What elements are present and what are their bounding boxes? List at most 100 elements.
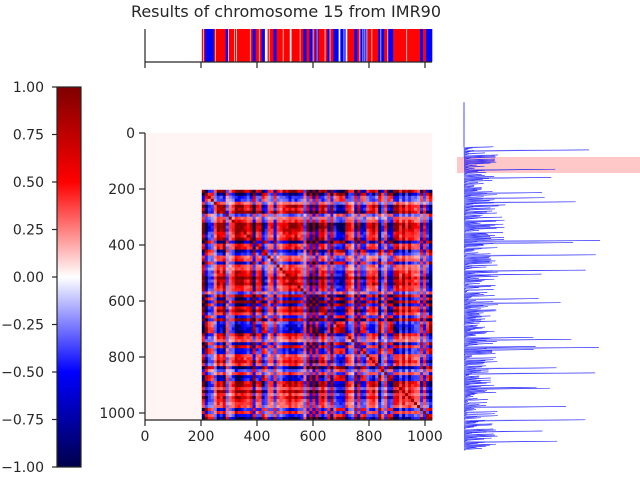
heatmap-cell bbox=[384, 207, 388, 212]
heatmap-cell bbox=[372, 273, 376, 277]
heatmap-cell bbox=[333, 321, 337, 325]
heatmap-cell bbox=[300, 300, 304, 304]
heatmap-cell bbox=[255, 234, 259, 239]
heatmap-cell bbox=[306, 321, 310, 325]
heatmap-cell bbox=[417, 294, 421, 298]
heatmap-cell bbox=[243, 189, 248, 194]
heatmap-cell bbox=[414, 189, 418, 194]
heatmap-cell bbox=[201, 297, 206, 301]
heatmap-cell bbox=[354, 222, 358, 227]
heatmap-cell bbox=[282, 324, 286, 328]
heatmap-cell bbox=[381, 222, 385, 227]
heatmap-cell bbox=[417, 195, 421, 200]
heatmap-cell bbox=[336, 240, 340, 245]
heatmap-cell bbox=[201, 291, 206, 295]
heatmap-cell bbox=[396, 264, 400, 268]
heatmap-cell bbox=[306, 213, 310, 218]
heatmap-cell bbox=[351, 261, 355, 265]
heatmap-cell bbox=[345, 360, 349, 364]
heatmap-cell bbox=[351, 303, 355, 307]
heatmap-cell bbox=[342, 237, 346, 242]
heatmap-cell bbox=[402, 270, 406, 274]
heatmap-cell bbox=[381, 273, 385, 277]
heatmap-cell bbox=[297, 234, 301, 239]
heatmap-cell bbox=[267, 321, 271, 325]
heatmap-cell bbox=[399, 264, 403, 268]
heatmap-cell bbox=[243, 264, 248, 268]
compartment-bar bbox=[326, 29, 328, 62]
heatmap-cell bbox=[270, 252, 274, 256]
heatmap-cell bbox=[333, 282, 337, 286]
heatmap-cell bbox=[258, 285, 262, 289]
heatmap-cell bbox=[297, 282, 301, 286]
heatmap-cell bbox=[285, 345, 289, 349]
heatmap-cell bbox=[216, 342, 221, 346]
heatmap-cell bbox=[279, 228, 283, 233]
heatmap-cell bbox=[228, 255, 233, 259]
heatmap-cell bbox=[201, 309, 206, 313]
heatmap-cell bbox=[393, 249, 397, 253]
heatmap-cell bbox=[270, 282, 274, 286]
heatmap-cell bbox=[393, 237, 397, 242]
heatmap-cell bbox=[273, 297, 277, 301]
heatmap-cell bbox=[375, 264, 379, 268]
heatmap-cell bbox=[267, 345, 271, 349]
heatmap-cell bbox=[357, 288, 361, 292]
heatmap-cell bbox=[204, 258, 209, 262]
heatmap-cell bbox=[381, 279, 385, 283]
heatmap-cell bbox=[273, 288, 277, 292]
heatmap-cell bbox=[276, 351, 280, 355]
heatmap-cell bbox=[423, 309, 427, 313]
heatmap-cell bbox=[348, 216, 352, 221]
heatmap-cell bbox=[219, 276, 224, 280]
heatmap-cell bbox=[429, 258, 433, 262]
heatmap-cell bbox=[339, 309, 343, 313]
heatmap-cell bbox=[321, 225, 325, 230]
heatmap-cell bbox=[369, 222, 373, 227]
heatmap-cell bbox=[327, 348, 331, 352]
heatmap-cell bbox=[282, 312, 286, 316]
heatmap-cell bbox=[264, 354, 268, 358]
heatmap-cell bbox=[291, 306, 295, 310]
heatmap-cell bbox=[213, 276, 218, 280]
heatmap-cell bbox=[423, 288, 427, 292]
heatmap-cell bbox=[285, 351, 289, 355]
heatmap-cell bbox=[345, 324, 349, 328]
heatmap-cell bbox=[321, 219, 325, 224]
heatmap-cell bbox=[429, 228, 433, 233]
heatmap-cell bbox=[306, 345, 310, 349]
heatmap-cell bbox=[381, 303, 385, 307]
heatmap-cell bbox=[219, 297, 224, 301]
heatmap-cell bbox=[216, 363, 221, 367]
heatmap-cell bbox=[417, 285, 421, 289]
heatmap-cell bbox=[411, 348, 415, 352]
heatmap-cell bbox=[411, 291, 415, 295]
heatmap-cell bbox=[228, 246, 233, 250]
heatmap-cell bbox=[225, 294, 230, 298]
heatmap-cell bbox=[375, 243, 379, 247]
heatmap-cell bbox=[390, 294, 394, 298]
heatmap-cell bbox=[378, 249, 382, 253]
heatmap-cell bbox=[219, 354, 224, 358]
heatmap-cell bbox=[252, 312, 257, 316]
heatmap-cell bbox=[261, 348, 265, 352]
heatmap-cell bbox=[219, 255, 224, 259]
heatmap-cell bbox=[354, 252, 358, 256]
heatmap-cell bbox=[393, 222, 397, 227]
heatmap-cell bbox=[249, 222, 254, 227]
heatmap-cell bbox=[309, 189, 313, 194]
heatmap-cell bbox=[360, 351, 364, 355]
heatmap-cell bbox=[387, 192, 391, 197]
heatmap-cell bbox=[237, 297, 242, 301]
heatmap-cell bbox=[303, 336, 307, 340]
heatmap-cell bbox=[321, 240, 325, 245]
compartment-bar bbox=[300, 29, 302, 62]
heatmap-cell bbox=[357, 252, 361, 256]
heatmap-cell bbox=[336, 189, 340, 194]
heatmap-cell bbox=[387, 318, 391, 322]
heatmap-cell bbox=[345, 300, 349, 304]
heatmap-cell bbox=[201, 219, 206, 224]
colorbar-tick-label: −0.50 bbox=[1, 365, 44, 381]
heatmap-cell bbox=[414, 291, 418, 295]
heatmap-cell bbox=[300, 351, 304, 355]
